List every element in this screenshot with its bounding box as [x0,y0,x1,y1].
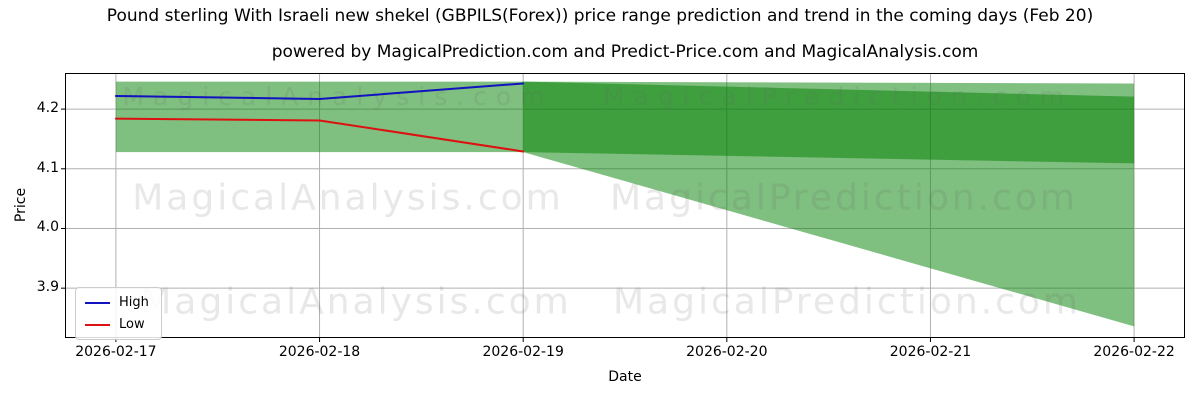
legend-item-high: High [85,295,149,310]
legend: High Low [75,287,162,340]
watermark-text: MagicalAnalysis.com [132,178,563,219]
plot-border [65,73,1185,338]
x-tick-label: 2026-02-17 [75,344,157,360]
band-forecast-trend [523,81,1135,164]
chart-title: Pound sterling With Israeli new shekel (… [106,6,1094,26]
y-tick-label: 4.0 [36,219,59,236]
legend-item-low: Low [85,317,149,332]
high-line-swatch [85,301,110,304]
watermark-text: MagicalPrediction.com [610,178,1078,219]
series-line-high [114,82,525,100]
chart-canvas: MagicalAnalysis.com MagicalPrediction.com… [61,73,1185,342]
x-axis-label: Date [608,369,642,385]
y-tick-label: 4.2 [36,100,59,117]
x-tick-label: 2026-02-19 [482,344,564,360]
y-tick-label: 4.1 [36,159,59,176]
x-tick-label: 2026-02-18 [278,344,361,360]
legend-label-high: High [119,295,149,310]
x-tick-label: 2026-02-22 [1093,344,1175,360]
legend-label-low: Low [119,317,145,332]
low-line-swatch [85,323,110,326]
band-history-range [115,81,524,153]
plot-area: MagicalAnalysis.com MagicalPrediction.com… [61,73,1185,342]
x-tick-label: 2026-02-21 [889,344,972,360]
x-tick-label: 2026-02-20 [686,344,768,360]
watermark-text: MagicalPrediction.com [603,82,1073,111]
watermark-text: MagicalPrediction.com [613,282,1081,323]
chart-subtitle: powered by MagicalPrediction.com and Pre… [271,42,979,62]
y-axis-label: Price [13,187,29,223]
watermark-text: MagicalAnalysis.com [140,282,571,323]
series-line-low [114,117,525,153]
y-tick-label: 3.9 [36,279,59,296]
